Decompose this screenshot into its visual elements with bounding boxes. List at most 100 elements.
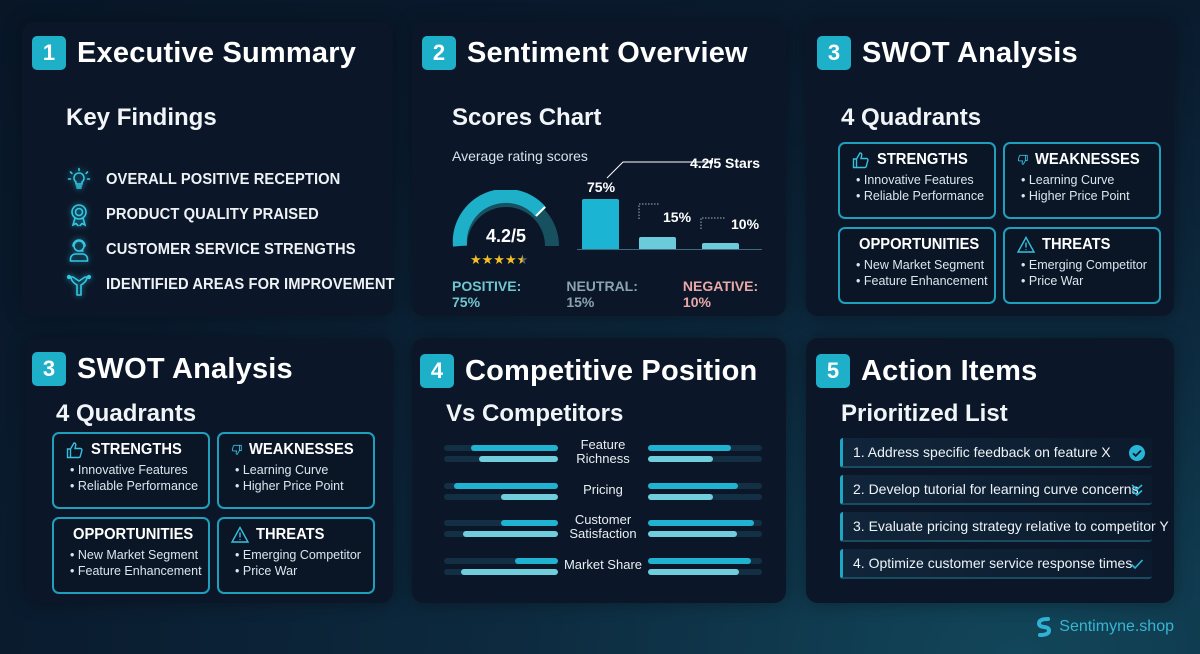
action-item[interactable]: 3. Evaluate pricing strategy relative to… — [840, 512, 1169, 542]
quad-item: Price War — [231, 563, 363, 579]
award-ribbon-icon — [71, 203, 87, 227]
thumbs-up-icon — [66, 442, 83, 459]
quad-item: Higher Price Point — [1017, 188, 1149, 204]
section-subtitle: 4 Quadrants — [56, 400, 197, 427]
left-bar — [514, 557, 558, 564]
check-icon[interactable] — [1128, 555, 1146, 573]
card-title: Executive Summary — [77, 36, 357, 69]
stars-callout: 4.2/5 Stars — [690, 155, 761, 171]
card-header: 5 Action Items — [816, 354, 1037, 388]
left-track — [444, 520, 558, 526]
lightbulb-icon — [67, 167, 91, 189]
right-bar — [648, 445, 732, 451]
action-items-card: 5 Action Items Prioritized List 1. Addre… — [806, 338, 1174, 603]
legend-positive: POSITIVE: 75% — [452, 278, 522, 310]
sentiment-overview-card: 2 Sentiment Overview Scores Chart Averag… — [412, 22, 786, 316]
executive-summary-card: 1 Executive Summary Key Findings OVERALL… — [22, 22, 395, 316]
brand-logo[interactable]: Sentimyne.shop — [1035, 617, 1174, 637]
quad-title: THREATS — [1042, 236, 1111, 253]
card-header: 1 Executive Summary — [32, 36, 356, 70]
s-logo-icon — [1037, 617, 1052, 637]
thumbs-up-icon — [852, 152, 869, 169]
right-track — [648, 531, 762, 537]
quad-item: Higher Price Point — [231, 478, 363, 494]
prioritized-action-list: 1. Address specific feedback on feature … — [840, 438, 1169, 586]
finding-item: IDENTIFIED AREAS FOR IMPROVEMENT — [66, 267, 420, 302]
left-bar — [501, 493, 558, 500]
card-title: Sentiment Overview — [467, 36, 748, 69]
section-subtitle: 4 Quadrants — [841, 104, 982, 131]
quad-item: Reliable Performance — [66, 478, 198, 494]
section-number-badge: 5 — [816, 354, 850, 388]
card-header: 3 SWOT Analysis — [817, 36, 1078, 70]
gauge-value: 4.2/5 — [485, 226, 527, 246]
swot-threats: THREATS Emerging Competitor Price War — [217, 517, 375, 594]
customer-support-icon — [69, 238, 89, 262]
quad-item: Emerging Competitor — [231, 547, 363, 563]
left-track — [444, 568, 558, 575]
section-subtitle: Prioritized List — [841, 400, 1008, 427]
quad-title: WEAKNESSES — [1035, 151, 1140, 168]
left-track — [444, 531, 558, 537]
swot-grid: STRENGTHS Innovative Features Reliable P… — [52, 432, 375, 594]
quad-item: Emerging Competitor — [1017, 257, 1149, 273]
callout-line-icon — [606, 160, 713, 179]
section-subtitle: Vs Competitors — [446, 400, 624, 427]
section-number-badge: 4 — [420, 354, 454, 388]
finding-item: PRODUCT QUALITY PRAISED — [66, 197, 420, 232]
competitor-metric-label: Market Share — [563, 556, 643, 572]
sentiment-bar-chart: 75% 15% 10% — [577, 152, 762, 252]
quad-title: THREATS — [256, 526, 325, 543]
finding-label: CUSTOMER SERVICE STRENGTHS — [106, 240, 356, 258]
swot-strengths: STRENGTHS Innovative Features Reliable P… — [52, 432, 210, 509]
gauge-arc-icon — [452, 188, 559, 247]
left-bar — [471, 445, 558, 451]
section-subtitle: Key Findings — [66, 104, 217, 131]
card-title: SWOT Analysis — [77, 352, 293, 385]
card-title: Action Items — [861, 354, 1038, 387]
swot-opportunities: OPPORTUNITIES New Market Segment Feature… — [838, 227, 996, 304]
quad-title: OPPORTUNITIES — [859, 236, 980, 253]
right-track — [648, 482, 762, 489]
bar-label-positive: 75% — [587, 179, 616, 195]
card-title: Competitive Position — [465, 354, 758, 387]
quad-item: New Market Segment — [66, 547, 198, 563]
right-bar — [648, 520, 755, 526]
swot-weaknesses: WEAKNESSES Learning Curve Higher Price P… — [217, 432, 375, 509]
competitor-row: Feature Richness — [444, 437, 762, 479]
finding-label: OVERALL POSITIVE RECEPTION — [106, 170, 341, 188]
section-number-badge: 3 — [817, 36, 851, 70]
half-star-icon: ★ — [516, 252, 529, 267]
check-circle-icon[interactable] — [1128, 444, 1146, 462]
dotted-leader-icon — [638, 203, 659, 219]
competitor-row: Customer Satisfaction — [444, 513, 762, 554]
quad-item: Learning Curve — [231, 462, 363, 478]
swot-threats: THREATS Emerging Competitor Price War — [1003, 227, 1161, 304]
bar-negative — [702, 243, 739, 249]
swot-opportunities: OPPORTUNITIES New Market Segment Feature… — [52, 517, 210, 594]
quad-item: Learning Curve — [1017, 172, 1149, 188]
competitor-metric-label: Feature Richness — [576, 437, 630, 466]
quad-item: New Market Segment — [852, 257, 984, 273]
bar-neutral — [639, 237, 676, 249]
left-track — [444, 456, 558, 462]
action-item[interactable]: 2. Develop tutorial for learning curve c… — [840, 475, 1152, 505]
action-item[interactable]: 4. Optimize customer service response ti… — [840, 549, 1152, 579]
double-chevron-down-icon[interactable] — [1128, 481, 1146, 499]
chart-caption: Average rating scores — [452, 148, 588, 164]
action-text: 3. Evaluate pricing strategy relative to… — [853, 518, 1169, 534]
section-number-badge: 2 — [422, 36, 456, 70]
action-item[interactable]: 1. Address specific feedback on feature … — [840, 438, 1152, 468]
brand-name: Sentimyne.shop — [1059, 618, 1174, 635]
right-bar — [648, 456, 713, 462]
section-number-badge: 3 — [32, 352, 66, 386]
sentiment-legend: POSITIVE: 75% NEUTRAL: 15% NEGATIVE: 10% — [452, 278, 786, 310]
key-findings-list: OVERALL POSITIVE RECEPTION PRODUCT QUALI… — [66, 162, 420, 302]
competitor-comparison-chart: Feature Richness Pricing Customer Satisfac… — [444, 437, 762, 591]
competitive-position-card: 4 Competitive Position Vs Competitors Fe… — [412, 338, 786, 603]
quad-item: Innovative Features — [852, 172, 984, 188]
right-track — [648, 493, 762, 500]
quad-item: Price War — [1017, 273, 1149, 289]
full-stars: ★★★★ — [470, 252, 517, 267]
quad-title: STRENGTHS — [91, 441, 182, 458]
